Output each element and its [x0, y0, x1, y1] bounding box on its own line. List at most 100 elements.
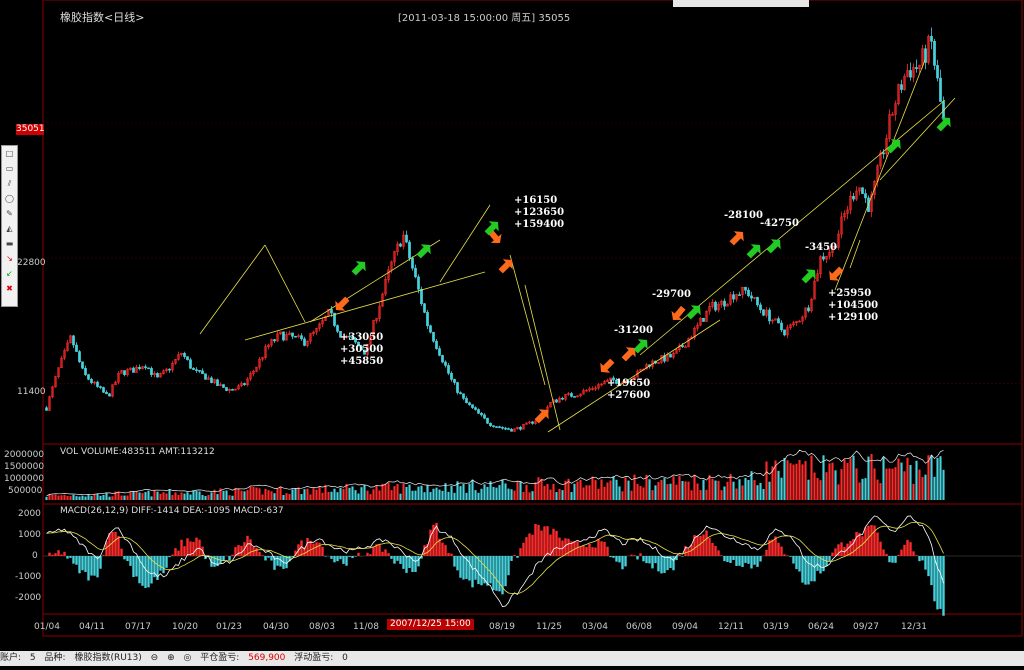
volume-bar [684, 481, 687, 500]
candle-body [378, 305, 381, 319]
candle-body [177, 354, 180, 360]
candle-body [507, 428, 510, 430]
top-toolbar[interactable] [673, 0, 809, 7]
candle-body [438, 348, 441, 356]
candle-body [123, 370, 126, 375]
trade-annotation: -3450 [805, 242, 837, 254]
volume-bar [240, 490, 243, 500]
fill-icon[interactable]: ◭ [6, 224, 13, 233]
chart-frame [42, 0, 1023, 637]
trade-arrows [335, 117, 951, 424]
candle-body [321, 320, 324, 325]
candle-body [609, 377, 612, 381]
rectangle-icon[interactable]: ▭ [5, 164, 14, 173]
volume-bar [81, 495, 84, 500]
sell-marker-icon[interactable]: ↙ [6, 269, 13, 278]
candle-body [681, 345, 684, 348]
volume-bar [510, 489, 513, 500]
position-pnl-value: 569,900 [248, 653, 286, 663]
candle-body [450, 372, 453, 380]
volume-bar [528, 492, 531, 500]
trade-annotation: +33050 +30500 +45850 [340, 332, 383, 368]
candle-body [432, 331, 435, 342]
ellipse-icon[interactable]: ◯ [5, 194, 14, 203]
volume-bar [810, 455, 813, 500]
candle-body [396, 243, 399, 252]
candle-body [561, 397, 564, 400]
volume-bar [705, 489, 708, 500]
volume-bar [498, 485, 501, 500]
volume-bar [627, 480, 630, 500]
volume-bar [384, 483, 387, 500]
macd-dea-line [46, 521, 944, 595]
candle-body [711, 301, 714, 307]
volume-bar [195, 490, 198, 500]
volume-bar [135, 491, 138, 500]
candle-body [879, 152, 882, 167]
parallel-line-icon[interactable]: ⫽ [7, 179, 12, 188]
candle-body [459, 392, 462, 395]
volume-bar [333, 488, 336, 500]
volume-bar [189, 494, 192, 500]
volume-bar [936, 458, 939, 500]
volume-bar [894, 467, 897, 500]
candle-body [132, 367, 135, 373]
candle-body [723, 300, 726, 307]
candle-body [819, 256, 822, 275]
x-axis-label: 06/08 [626, 622, 652, 632]
candle-body [528, 421, 531, 424]
candle-body [144, 366, 147, 369]
volume-bar [939, 456, 942, 500]
sell-arrow [351, 261, 366, 276]
sell-arrow-shape [686, 305, 701, 320]
volume-bar [534, 482, 537, 500]
candle-body [603, 381, 606, 385]
volume-bar [864, 478, 867, 500]
candle-body [564, 394, 567, 400]
volume-bar [747, 479, 750, 500]
candle-body [201, 370, 204, 375]
volume-bar [669, 483, 672, 500]
x-axis-label: 04/11 [79, 622, 105, 632]
candle-body [315, 327, 318, 333]
volume-bar [906, 457, 909, 500]
candle-body [84, 367, 87, 375]
delete-marker-icon[interactable]: ✖ [6, 284, 13, 293]
account-select[interactable]: 5 [29, 653, 36, 663]
volume-bar [210, 492, 213, 500]
volume-bar [849, 458, 852, 500]
volume-bar [912, 483, 915, 500]
candle-body [258, 358, 261, 368]
volume-bar [300, 494, 303, 500]
volume-bar [888, 468, 891, 500]
sell-arrow-shape [633, 339, 648, 354]
volume-bar [459, 486, 462, 500]
candle-body [864, 193, 867, 199]
volume-bar [612, 476, 615, 500]
volume-bar [711, 478, 714, 500]
zoom-out-icon[interactable]: ⊖ [150, 653, 159, 663]
volume-bar [870, 454, 873, 500]
volume-bar [588, 485, 591, 500]
volume-bar [144, 492, 147, 500]
candle-body [150, 368, 153, 375]
glasses-icon[interactable]: ◎ [183, 653, 192, 663]
zoom-in-icon[interactable]: ⊕ [167, 653, 175, 663]
candle-body [96, 381, 99, 387]
bar-icon[interactable]: ▬ [5, 239, 14, 248]
candle-body [933, 41, 936, 66]
pen-icon[interactable]: ✎ [6, 209, 13, 218]
species-select[interactable]: 橡胶指数(RU13) [74, 653, 142, 663]
volume-bar [735, 488, 738, 500]
candle-body [801, 316, 804, 322]
candle-body [474, 407, 477, 410]
volume-bar [759, 482, 762, 500]
trade-annotation-line: +159400 [514, 219, 565, 230]
candle-body [918, 64, 921, 69]
candle-body [405, 234, 408, 243]
candle-body [750, 295, 753, 299]
buy-marker-icon[interactable]: ↘ [6, 254, 13, 263]
pointer-icon[interactable]: □ [5, 149, 14, 158]
candle-body [834, 245, 837, 248]
candle-body [186, 356, 189, 361]
